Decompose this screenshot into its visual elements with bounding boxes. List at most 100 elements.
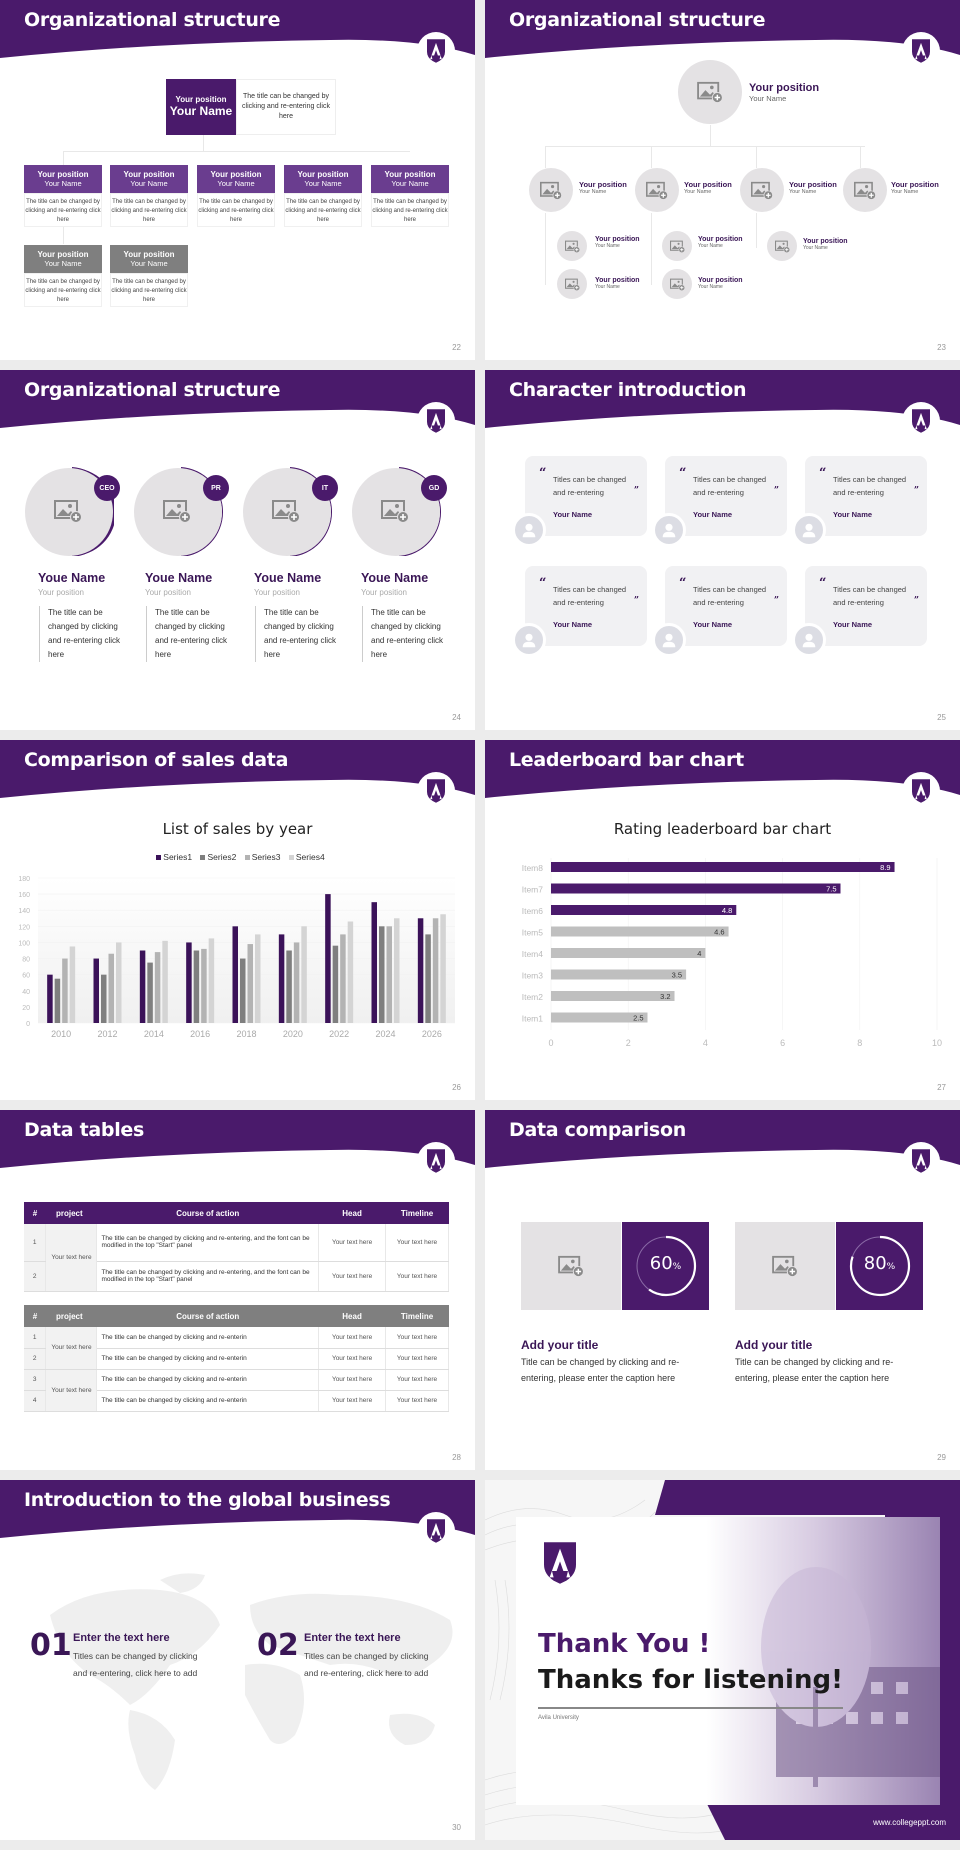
photo-placeholder[interactable] (662, 269, 692, 299)
head-cell: Your text here (318, 1390, 387, 1412)
university-logo-icon (417, 772, 455, 810)
progress-ring (635, 1235, 697, 1297)
name-label: Your Name (130, 259, 168, 268)
quote-card[interactable]: “ Titles can be changed and re-entering ” Y… (665, 566, 787, 646)
org-box-gray[interactable]: Your position Your Name The title can be c… (24, 245, 102, 307)
university-logo-icon (902, 772, 940, 810)
top-caption: Your position Your Name (749, 82, 819, 103)
col-header: project (55, 1311, 83, 1321)
photo-placeholder[interactable] (521, 1222, 621, 1310)
svg-text:140: 140 (18, 908, 30, 915)
photo-placeholder[interactable] (242, 466, 332, 556)
name-label: Your Name (891, 189, 919, 195)
col-header: Course of action (176, 1208, 240, 1218)
slide-30[interactable]: Introduction to the global business 01 E… (0, 1480, 475, 1840)
slide-29[interactable]: Data comparison 60% Add your title Title… (485, 1110, 960, 1470)
caption: Your position Your Name (803, 238, 848, 251)
open-quote-icon: “ (679, 466, 687, 481)
photo-placeholder[interactable] (557, 231, 587, 261)
slide-26[interactable]: Comparison of sales data List of sales b… (0, 740, 475, 1100)
photo-placeholder[interactable] (740, 168, 784, 212)
page-number: 22 (452, 343, 461, 352)
photo-placeholder[interactable] (351, 466, 441, 556)
caption: Your position Your Name (684, 180, 732, 195)
quote-name: Your Name (553, 620, 593, 629)
data-table-1: # project Course of action Head Timeline… (24, 1202, 449, 1292)
name-label: Your Name (595, 284, 620, 290)
timeline-cell: Your text here (385, 1224, 449, 1262)
org-box[interactable]: Your position Your Name The title can be c… (371, 165, 449, 227)
photo-placeholder[interactable] (557, 269, 587, 299)
image-add-icon (646, 181, 668, 200)
org-box-desc: The title can be changed by clicking and… (110, 273, 188, 307)
name-label: Your Name (391, 179, 429, 188)
svg-text:2016: 2016 (190, 1029, 210, 1039)
campus-photo-card: Thank You ! Thanks for listening! Avila … (516, 1517, 940, 1805)
avatar (512, 623, 546, 657)
org-box-desc: The title can be changed by clicking and… (110, 193, 188, 227)
slide-header: Organizational structure (485, 0, 960, 60)
quote-text: Titles can be changed and re-entering (553, 475, 627, 497)
open-quote-icon: “ (539, 466, 547, 481)
photo-placeholder[interactable] (635, 168, 679, 212)
photo-placeholder[interactable] (735, 1222, 835, 1310)
position-label: Your position (684, 180, 732, 189)
image-add-icon (751, 181, 773, 200)
slide-title: Data comparison (509, 1119, 686, 1141)
university-logo-icon (417, 1512, 455, 1550)
campus-photo (761, 1567, 940, 1787)
svg-text:Item8: Item8 (522, 863, 544, 873)
svg-text:Item4: Item4 (522, 949, 544, 959)
org-box[interactable]: Your position Your Name The title can be c… (197, 165, 275, 227)
quote-card[interactable]: “ Titles can be changed and re-entering ” Y… (805, 456, 927, 536)
slide-title: Data tables (24, 1119, 145, 1141)
svg-text:80: 80 (22, 957, 30, 964)
quote-card[interactable]: “ Titles can be changed and re-entering ” Y… (665, 456, 787, 536)
item-text: Title can be changed by clicking and re-… (735, 1357, 894, 1383)
slide-25[interactable]: Character introduction “ Titles can be ch… (485, 370, 960, 730)
photo-placeholder[interactable] (529, 168, 573, 212)
quote-card[interactable]: “ Titles can be changed and re-entering ” Y… (525, 456, 647, 536)
university-logo-icon (902, 32, 940, 70)
slide-22[interactable]: Organizational structure Your position Y… (0, 0, 475, 360)
quote-card[interactable]: “ Titles can be changed and re-entering ” Y… (525, 566, 647, 646)
image-add-icon (854, 181, 876, 200)
org-box[interactable]: Your position Your Name The title can be c… (24, 165, 102, 227)
image-add-icon (565, 278, 580, 291)
person-desc: The title can be changed by clicking and… (39, 606, 129, 662)
photo-placeholder[interactable] (133, 466, 223, 556)
svg-text:10: 10 (932, 1038, 942, 1048)
person-position: Your position (361, 588, 407, 597)
item-heading: Enter the text here (304, 1632, 401, 1644)
slide-24[interactable]: Organizational structure CEO Youe Name Y… (0, 370, 475, 730)
slide-title: Character introduction (509, 379, 747, 401)
name-label: Your Name (684, 189, 712, 195)
quote-text: Titles can be changed and re-entering (693, 585, 767, 607)
name-label: Your Name (44, 259, 82, 268)
photo-placeholder[interactable] (843, 168, 887, 212)
slide-header: Introduction to the global business (0, 1480, 475, 1540)
slide-27[interactable]: Leaderboard bar chart Rating leaderboard… (485, 740, 960, 1100)
table-row: 2 The title can be changed by clicking a… (24, 1348, 449, 1370)
website-link[interactable]: www.collegeppt.com (873, 1818, 946, 1827)
person-icon (800, 521, 818, 539)
top-photo-placeholder[interactable] (678, 60, 742, 124)
org-box[interactable]: Your position Your Name The title can be c… (110, 165, 188, 227)
org-box[interactable]: Your position Your Name The title can be c… (284, 165, 362, 227)
position-label: Your position (384, 170, 436, 179)
slide-header: Organizational structure (0, 0, 475, 60)
slide-title: Leaderboard bar chart (509, 749, 744, 771)
top-position-box[interactable]: Your position Your Name (166, 79, 236, 135)
photo-placeholder[interactable] (662, 231, 692, 261)
item-title: Add your title (735, 1338, 813, 1352)
slide-23[interactable]: Organizational structure Your position Yo… (485, 0, 960, 360)
quote-card[interactable]: “ Titles can be changed and re-entering ” Y… (805, 566, 927, 646)
page-number: 24 (452, 713, 461, 722)
slide-28[interactable]: Data tables # project Course of action H… (0, 1110, 475, 1470)
item-heading: Enter the text here (73, 1632, 170, 1644)
name-label: Your Name (595, 243, 620, 249)
org-box-gray[interactable]: Your position Your Name The title can be c… (110, 245, 188, 307)
photo-placeholder[interactable] (767, 231, 797, 261)
svg-text:2020: 2020 (283, 1029, 303, 1039)
slide-31-thank-you[interactable]: Thank You ! Thanks for listening! Avila … (485, 1480, 960, 1840)
